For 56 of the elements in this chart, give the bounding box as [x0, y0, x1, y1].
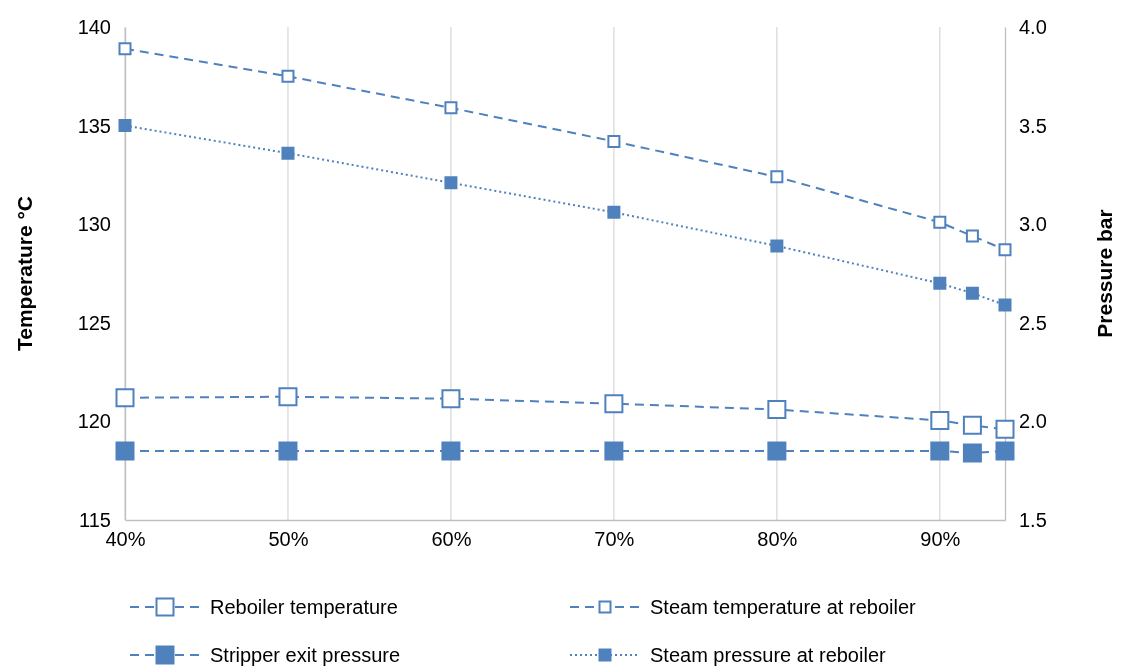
- x-tick-label: 60%: [431, 528, 472, 551]
- point: [604, 394, 624, 414]
- point: [441, 441, 461, 461]
- y-tick-label: 130: [77, 213, 111, 236]
- point: [115, 388, 135, 408]
- point: [607, 205, 621, 219]
- point: [115, 441, 135, 461]
- y-tick-label: 140: [77, 15, 111, 38]
- x-tick-label: 40%: [105, 528, 146, 551]
- point: [118, 119, 132, 133]
- point: [281, 146, 295, 160]
- point: [995, 441, 1015, 461]
- legend-label: Stripper exit pressure: [210, 644, 401, 666]
- point: [444, 176, 458, 190]
- y-axis-title: Temperature °C: [13, 195, 36, 352]
- point: [767, 400, 787, 420]
- point: [278, 387, 298, 407]
- legend-label: Reboiler temperature: [210, 596, 398, 618]
- y-tick-label: 120: [77, 410, 111, 433]
- legend-label: Steam temperature at reboiler: [650, 596, 917, 618]
- point: [995, 419, 1015, 439]
- point: [604, 441, 624, 461]
- point: [933, 276, 947, 290]
- point: [930, 410, 950, 430]
- y2-tick-label: 3.0: [1019, 213, 1047, 236]
- point: [962, 443, 982, 463]
- y-tick-label: 115: [79, 508, 111, 531]
- y2-tick-label: 2.0: [1019, 410, 1047, 433]
- point: [998, 243, 1012, 257]
- point: [965, 286, 979, 300]
- y-tick-label: 125: [77, 311, 111, 334]
- point: [965, 229, 979, 243]
- point: [767, 441, 787, 461]
- point: [444, 101, 458, 115]
- point: [962, 415, 982, 435]
- legend-label: Steam pressure at reboiler: [650, 644, 886, 666]
- point: [607, 134, 621, 148]
- point: [770, 170, 784, 184]
- y2-axis-title: Pressure bar: [1093, 209, 1116, 338]
- point: [770, 239, 784, 253]
- x-tick-label: 80%: [757, 528, 798, 551]
- point: [278, 441, 298, 461]
- y2-tick-label: 4.0: [1019, 15, 1047, 38]
- point: [441, 389, 461, 409]
- point: [118, 42, 132, 56]
- x-tick-label: 90%: [920, 528, 961, 551]
- y-tick-label: 135: [77, 114, 111, 137]
- x-tick-label: 70%: [594, 528, 635, 551]
- point: [281, 69, 295, 83]
- y2-tick-label: 3.5: [1019, 114, 1047, 137]
- point: [930, 441, 950, 461]
- x-tick-label: 50%: [268, 528, 309, 551]
- y2-tick-label: 1.5: [1019, 508, 1047, 531]
- point: [933, 215, 947, 229]
- point: [998, 298, 1012, 312]
- y2-tick-label: 2.5: [1019, 311, 1047, 334]
